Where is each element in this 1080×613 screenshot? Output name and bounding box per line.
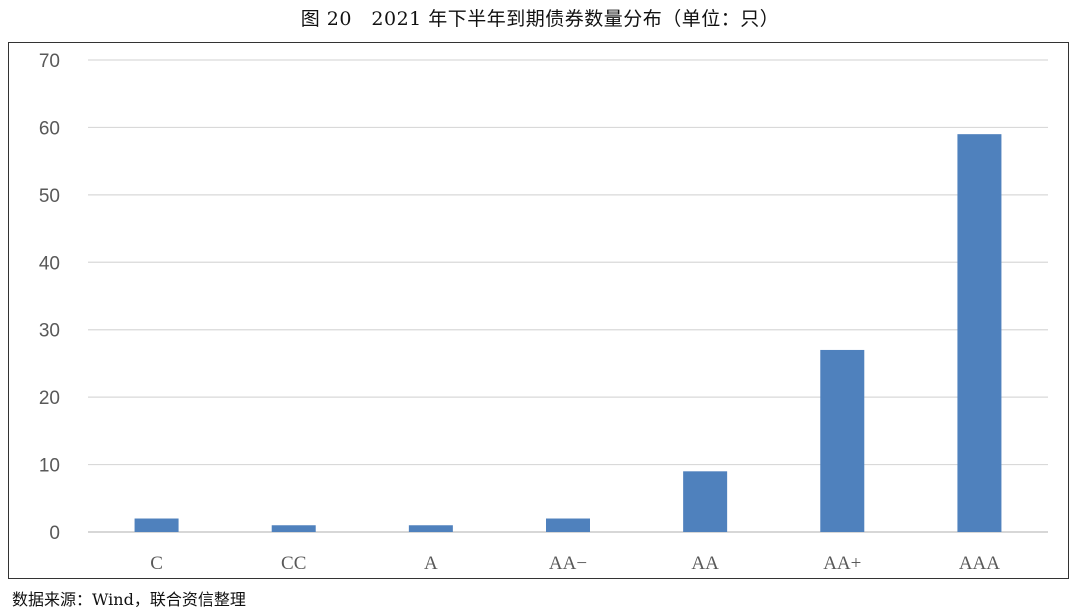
bar-AA−	[546, 518, 590, 532]
source-note: 数据来源：Wind，联合资信整理	[12, 590, 246, 609]
bar-AA+	[820, 349, 865, 532]
bar-A	[408, 525, 453, 532]
y-tick-label: 40	[39, 253, 60, 274]
bar-C	[134, 518, 179, 532]
y-tick-label: 0	[49, 523, 60, 544]
x-tick-label: AA+	[823, 553, 861, 574]
chart-title: 图 20 2021 年下半年到期债券数量分布（单位：只）	[300, 8, 780, 30]
y-tick-label: 60	[39, 118, 60, 139]
bar-AA	[683, 471, 728, 532]
x-tick-label: AA−	[549, 553, 587, 574]
y-tick-label: 30	[39, 321, 60, 342]
x-tick-label: AA	[691, 553, 719, 574]
x-tick-label: A	[424, 553, 438, 574]
y-tick-label: 20	[39, 388, 60, 409]
chart-frame	[8, 42, 1069, 579]
y-tick-label: 50	[39, 186, 60, 207]
y-tick-label: 70	[39, 51, 60, 72]
bar-AAA	[957, 134, 1002, 532]
x-tick-label: CC	[281, 553, 306, 574]
x-tick-label: AAA	[959, 553, 1000, 574]
x-tick-label: C	[150, 553, 163, 574]
y-tick-label: 10	[39, 456, 60, 477]
bar-CC	[271, 525, 316, 532]
